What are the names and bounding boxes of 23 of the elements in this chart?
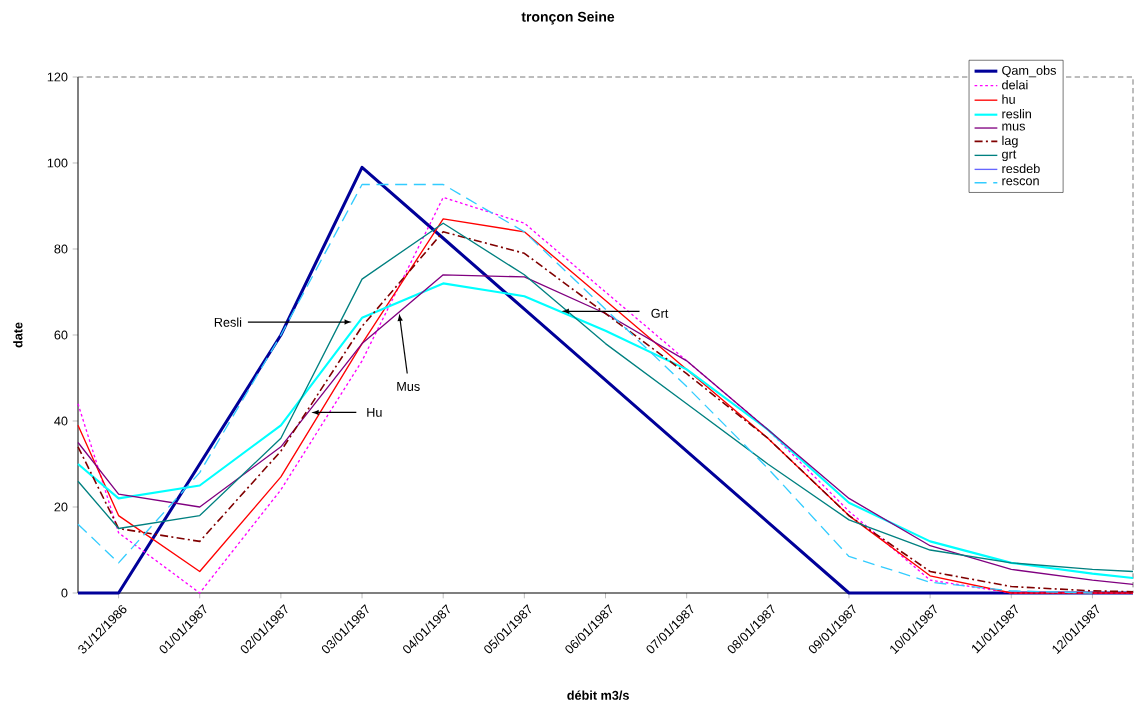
legend-label: Qam_obs [1002,65,1056,78]
chart-title: tronçon Seine [521,11,615,25]
y-tick-label: 20 [54,502,68,512]
annotation: Hu [367,407,382,417]
legend-label: grt [1002,150,1017,162]
y-tick-label: 80 [54,244,68,254]
legend-label: lag [1002,135,1018,148]
legend-label: reslin [1002,109,1031,119]
legend-label: resdeb [1002,163,1040,174]
annotation: Mus [397,382,420,391]
y-tick-label: 60 [54,330,68,340]
y-tick-label: 120 [47,72,68,82]
legend-label: hu [1002,94,1015,104]
y-axis-title: date [13,322,23,348]
y-tick-label: 40 [54,416,68,426]
annotation: Grt [651,308,669,318]
y-tick-label: 100 [47,158,68,168]
y-tick-label: 0 [61,588,68,598]
annotation: Resli [214,317,242,327]
legend-label: rescon [1002,178,1039,186]
x-axis-title: débit m3/s [567,690,629,700]
legend-label: delai [1002,80,1028,90]
legend-label: mus [1002,123,1025,131]
